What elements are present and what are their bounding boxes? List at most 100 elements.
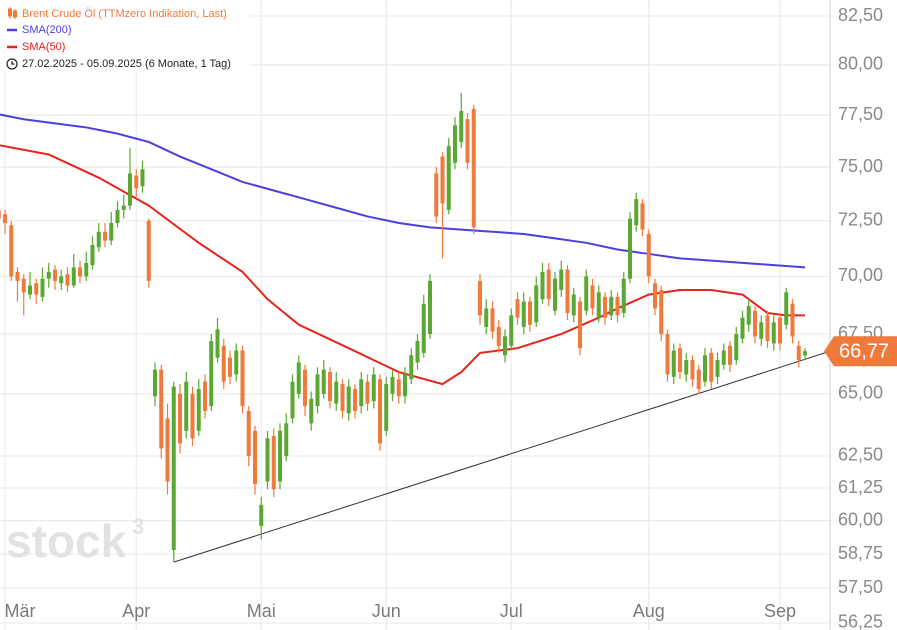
candle-body [609, 296, 614, 316]
candle-body [15, 271, 20, 281]
x-tick-label: Jul [500, 601, 523, 621]
candle-body [784, 292, 789, 325]
y-tick-label: 61,25 [838, 477, 883, 497]
legend-bg [0, 0, 250, 72]
candle-body [228, 357, 232, 377]
candle-body [528, 301, 532, 325]
x-tick-label: Apr [122, 601, 150, 621]
candle-body [246, 410, 251, 456]
y-tick-label: 57,50 [838, 577, 883, 597]
candle-icon [8, 7, 17, 19]
candle-body [521, 301, 526, 328]
candle-body [103, 231, 107, 241]
candle-body [534, 285, 539, 323]
candle-body [628, 218, 632, 279]
candle-body [296, 362, 301, 394]
candle-body [590, 285, 595, 309]
candle-body [221, 345, 226, 382]
watermark: stock [6, 515, 127, 567]
candle-body [634, 199, 639, 226]
candle-body [165, 418, 170, 482]
candle-body [759, 322, 764, 339]
candle-body [146, 220, 151, 281]
candle-body [796, 345, 801, 361]
candle-body [559, 269, 564, 291]
y-tick-label: 58,75 [838, 543, 883, 563]
y-tick-label: 77,50 [838, 104, 883, 124]
candle-body [21, 278, 26, 293]
candle-body [509, 315, 514, 346]
candle-body [565, 269, 570, 314]
y-tick-label: 70,00 [838, 265, 883, 285]
candle-body [171, 386, 176, 550]
grid [0, 0, 830, 630]
candle-body [396, 379, 401, 397]
watermark-sup: 3 [132, 514, 144, 539]
candle-body [771, 322, 776, 344]
candle-body [9, 225, 14, 277]
y-tick-label: 65,00 [838, 383, 883, 403]
candle-body [378, 379, 382, 444]
candle-body [59, 276, 64, 284]
candle-body [790, 303, 795, 337]
candle-body [659, 290, 664, 335]
candle-body [421, 303, 426, 353]
clock-icon [6, 58, 18, 70]
candle-body [734, 334, 739, 361]
candle-body [28, 285, 32, 295]
candle-body [440, 156, 445, 204]
last-price-box [824, 336, 897, 367]
candle-body [721, 350, 726, 365]
y-tick-label: 56,25 [838, 612, 883, 630]
candle-body [765, 315, 770, 342]
candle-body [184, 381, 189, 431]
y-tick-label: 80,00 [838, 54, 883, 74]
candle-body [265, 438, 270, 482]
x-tick-label: Jun [372, 601, 401, 621]
candle-body [603, 296, 607, 318]
sma-line [0, 113, 806, 269]
candle-body [671, 350, 676, 377]
y-tick-label: 62,50 [838, 445, 883, 465]
candle-body [746, 306, 751, 325]
candle-body [278, 430, 282, 482]
legend: Brent Crude Öl (TTMzero Indikation, Last… [0, 0, 250, 72]
candle-body [690, 360, 695, 380]
candle-body [478, 280, 482, 316]
candle-body [471, 109, 476, 228]
candle-body [46, 271, 51, 279]
candle-body [390, 376, 395, 394]
candle-body [803, 351, 807, 356]
candle-body [403, 374, 407, 397]
candle-body [678, 348, 682, 373]
candle-body [359, 379, 364, 407]
candle-body [90, 245, 95, 266]
y-tick-label: 75,00 [838, 156, 883, 176]
candle-body [96, 231, 101, 248]
candle-body [0, 209, 1, 219]
candle-body [271, 435, 276, 490]
candle-body [615, 296, 620, 316]
candle-body [753, 310, 757, 337]
candle-body [540, 271, 545, 300]
candle-body [340, 384, 345, 411]
candle-body [71, 267, 76, 286]
candle-body [428, 280, 432, 335]
candle-body [646, 233, 651, 277]
candle-body [546, 269, 551, 300]
candle-body [209, 341, 214, 407]
candle-body [353, 388, 357, 411]
candle-body [128, 173, 132, 206]
candle-body [178, 393, 182, 444]
candle-body [284, 423, 289, 456]
candle-body [490, 308, 495, 332]
x-tick-label: Aug [633, 601, 665, 621]
candle-body [115, 209, 120, 223]
candle-body [446, 146, 451, 210]
candle-body [328, 372, 332, 402]
candle-body [315, 374, 320, 407]
candle-body [3, 214, 7, 223]
candle-body [134, 175, 139, 189]
candle-body [434, 173, 439, 217]
